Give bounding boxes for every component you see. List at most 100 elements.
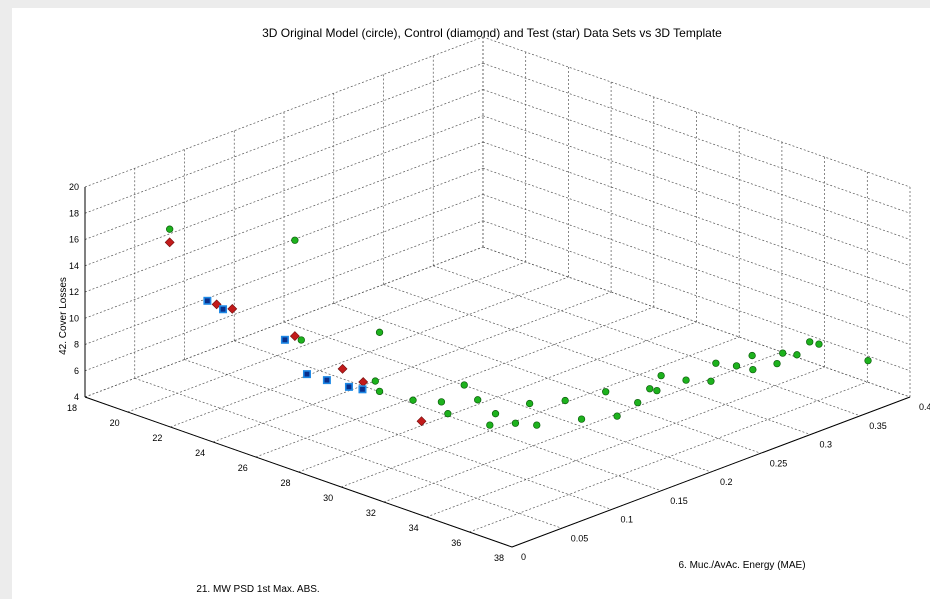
model-point [375, 387, 384, 396]
z-tick-label: 16 [69, 235, 79, 245]
test-point [219, 305, 228, 314]
y-tick-label: 38 [494, 553, 504, 563]
model-point [707, 377, 715, 385]
grid-line-wall-yz [482, 141, 911, 293]
model-point [375, 328, 384, 336]
grid-line-wall-xz [84, 36, 484, 188]
grid-line-floor-y [469, 381, 868, 533]
test-point [203, 296, 212, 305]
z-tick-label: 6 [74, 366, 79, 376]
model-point [525, 399, 534, 408]
x-tick-label: 0.25 [770, 458, 788, 468]
control-point [337, 363, 348, 374]
y-axis-line [84, 396, 513, 548]
y-tick-label: 30 [323, 493, 333, 503]
grid-line-floor-x [134, 377, 562, 529]
test-point [302, 370, 311, 379]
model-point [460, 381, 468, 389]
z-axis-label: 42. Cover Losses [58, 277, 69, 355]
model-point [291, 236, 299, 244]
grid-line-wall-yz [482, 167, 911, 319]
x-tick-label: 0.1 [621, 515, 634, 525]
test-point [322, 376, 331, 385]
y-tick-label: 22 [152, 433, 162, 443]
grid-line-wall-yz [482, 115, 911, 267]
model-point [297, 336, 305, 344]
grid-line-floor-y [383, 351, 783, 503]
grid-line-wall-xz [84, 141, 484, 293]
x-tick-label: 0 [521, 552, 526, 562]
y-tick-label: 20 [110, 418, 120, 428]
model-point [634, 398, 642, 407]
grid-line-wall-xz [84, 194, 484, 345]
z-tick-label: 14 [69, 261, 79, 271]
model-point [486, 421, 494, 429]
grid-line-wall-xz [84, 220, 484, 372]
grid-line-floor-y [170, 276, 569, 428]
model-point [815, 340, 823, 348]
model-point [474, 396, 482, 404]
control-point [211, 299, 222, 310]
model-point [437, 398, 446, 406]
grid-line-floor-y [426, 366, 825, 518]
control-point [164, 237, 175, 248]
grid-line-wall-yz [482, 36, 911, 188]
grid-line-floor-x [433, 265, 861, 417]
y-tick-label: 34 [409, 523, 419, 533]
z-tick-label: 12 [69, 287, 79, 297]
grid-line-wall-xz [84, 62, 484, 214]
y-axis-label: 21. MW PSD 1st Max. ABS. [196, 584, 319, 595]
model-point [864, 356, 872, 365]
x-tick-label: 0.4 [919, 402, 930, 412]
model-point [657, 371, 665, 380]
grid-line-wall-yz [482, 89, 911, 240]
plot-background [12, 8, 930, 599]
y-tick-label: 36 [451, 538, 461, 548]
grid-line-floor-y [255, 306, 654, 458]
grid-line-wall-yz [482, 194, 911, 345]
z-tick-label: 8 [74, 340, 79, 350]
model-point [732, 362, 741, 370]
grid-line-wall-xz [84, 167, 484, 319]
model-point [491, 410, 500, 418]
grid-line-wall-xz [84, 89, 484, 240]
x-axis-line [511, 396, 911, 548]
model-point [533, 421, 541, 429]
grid-line-wall-yz [482, 246, 911, 398]
model-point [748, 351, 756, 360]
model-point [166, 225, 174, 233]
grid-line-floor-y [298, 321, 697, 473]
y-tick-label: 32 [366, 508, 376, 518]
z-tick-label: 20 [69, 182, 79, 192]
model-point [444, 410, 452, 418]
tick-layer: 0 0.05 0.1 0.15 0.2 0.25 0.3 0.35 0.4 18 20 22 24 26 2… [67, 182, 930, 563]
grid-line-wall-xz [84, 246, 484, 398]
x-tick-label: 0.35 [869, 421, 887, 431]
grid-line-floor-y [341, 336, 740, 488]
grid-line-floor-x [184, 359, 612, 510]
grid-line-wall-yz [482, 62, 911, 214]
control-point [227, 303, 238, 314]
z-tick-label: 4 [74, 392, 79, 402]
x-tick-label: 0.05 [571, 533, 589, 543]
y-tick-label: 28 [280, 478, 290, 488]
model-point [773, 359, 781, 368]
model-point [561, 396, 569, 405]
model-point [577, 415, 586, 423]
grid-line-floor-y [127, 261, 526, 413]
point-layer [164, 225, 872, 429]
model-point [409, 396, 417, 404]
y-tick-label: 18 [67, 403, 77, 413]
x-axis-label: 6. Muc./AvAc. Energy (MAE) [678, 560, 805, 571]
model-point [749, 365, 757, 374]
grid-line-wall-yz [482, 220, 911, 372]
model-point [646, 385, 654, 393]
y-tick-label: 26 [238, 463, 248, 473]
z-tick-label: 18 [69, 208, 79, 218]
grid-line-floor-x [383, 284, 811, 435]
model-point [712, 359, 720, 367]
grid-line-floor-x [283, 321, 712, 473]
model-point [613, 412, 621, 420]
model-point [779, 349, 787, 357]
